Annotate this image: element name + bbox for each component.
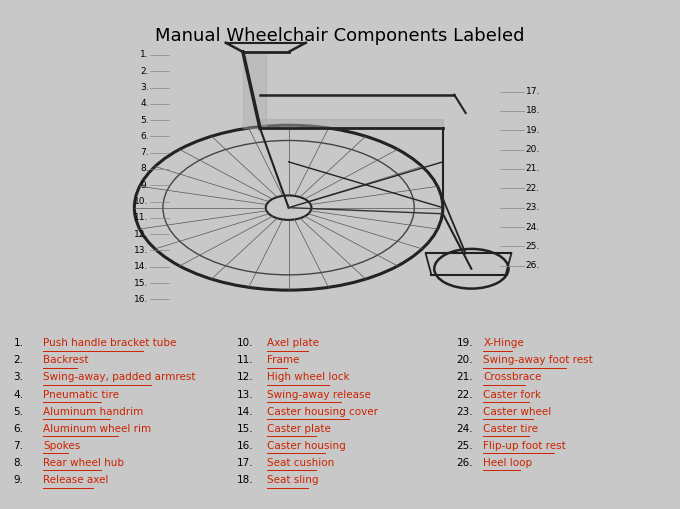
Text: Caster fork: Caster fork — [483, 389, 541, 400]
Text: 7.: 7. — [140, 148, 149, 157]
Text: Aluminum handrim: Aluminum handrim — [44, 407, 143, 417]
Text: 26.: 26. — [457, 458, 473, 468]
Text: 10.: 10. — [134, 197, 149, 206]
Text: Caster tire: Caster tire — [483, 423, 539, 434]
Text: 7.: 7. — [14, 441, 24, 451]
Text: 11.: 11. — [237, 355, 254, 365]
Text: 3.: 3. — [140, 83, 149, 92]
Text: 6.: 6. — [14, 423, 24, 434]
Text: X-Hinge: X-Hinge — [483, 338, 524, 348]
Text: 25.: 25. — [457, 441, 473, 451]
Text: 2.: 2. — [140, 67, 149, 76]
Text: 24.: 24. — [526, 222, 540, 232]
Text: Swing-away foot rest: Swing-away foot rest — [483, 355, 593, 365]
Text: 12.: 12. — [135, 230, 149, 239]
Text: 17.: 17. — [526, 87, 540, 96]
Text: Frame: Frame — [267, 355, 299, 365]
Text: Seat cushion: Seat cushion — [267, 458, 334, 468]
Text: Caster plate: Caster plate — [267, 423, 330, 434]
Text: 8.: 8. — [14, 458, 24, 468]
Text: Caster housing: Caster housing — [267, 441, 345, 451]
Text: Push handle bracket tube: Push handle bracket tube — [44, 338, 177, 348]
Text: High wheel lock: High wheel lock — [267, 373, 350, 382]
Text: 20.: 20. — [526, 145, 540, 154]
Text: 13.: 13. — [237, 389, 254, 400]
Text: 18.: 18. — [526, 106, 540, 116]
Text: 18.: 18. — [237, 475, 254, 485]
Text: Rear wheel hub: Rear wheel hub — [44, 458, 124, 468]
Text: Caster housing cover: Caster housing cover — [267, 407, 377, 417]
Text: Release axel: Release axel — [44, 475, 109, 485]
Text: 9.: 9. — [14, 475, 24, 485]
Text: 5.: 5. — [14, 407, 24, 417]
Text: 9.: 9. — [140, 181, 149, 190]
Text: Axel plate: Axel plate — [267, 338, 319, 348]
Text: 16.: 16. — [134, 295, 149, 304]
Text: Flip-up foot rest: Flip-up foot rest — [483, 441, 566, 451]
Text: 3.: 3. — [14, 373, 24, 382]
Text: 23.: 23. — [526, 203, 540, 212]
Text: 20.: 20. — [457, 355, 473, 365]
Text: 2.: 2. — [14, 355, 24, 365]
Text: 22.: 22. — [457, 389, 473, 400]
Text: 17.: 17. — [237, 458, 254, 468]
Text: 21.: 21. — [526, 164, 540, 174]
Text: 24.: 24. — [457, 423, 473, 434]
Text: 1.: 1. — [140, 50, 149, 60]
Text: 4.: 4. — [140, 99, 149, 108]
Text: 14.: 14. — [237, 407, 254, 417]
Text: Aluminum wheel rim: Aluminum wheel rim — [44, 423, 152, 434]
Text: Seat sling: Seat sling — [267, 475, 318, 485]
Text: 15.: 15. — [134, 278, 149, 288]
Text: 26.: 26. — [526, 261, 540, 270]
Text: 8.: 8. — [140, 164, 149, 174]
Text: Crossbrace: Crossbrace — [483, 373, 542, 382]
Text: 14.: 14. — [135, 262, 149, 271]
Text: 1.: 1. — [14, 338, 24, 348]
Text: Heel loop: Heel loop — [483, 458, 532, 468]
Text: 5.: 5. — [140, 116, 149, 125]
Text: 11.: 11. — [134, 213, 149, 222]
Text: 15.: 15. — [237, 423, 254, 434]
Text: 16.: 16. — [237, 441, 254, 451]
Text: 25.: 25. — [526, 242, 540, 251]
Text: Caster wheel: Caster wheel — [483, 407, 551, 417]
Text: 21.: 21. — [457, 373, 473, 382]
Text: Pneumatic tire: Pneumatic tire — [44, 389, 120, 400]
Text: 19.: 19. — [526, 126, 540, 135]
Text: Spokes: Spokes — [44, 441, 81, 451]
Text: 10.: 10. — [237, 338, 253, 348]
Text: 12.: 12. — [237, 373, 254, 382]
Text: 4.: 4. — [14, 389, 24, 400]
Text: Swing-away, padded armrest: Swing-away, padded armrest — [44, 373, 196, 382]
Text: Backrest: Backrest — [44, 355, 89, 365]
Text: 19.: 19. — [457, 338, 473, 348]
Text: 6.: 6. — [140, 132, 149, 141]
Text: 22.: 22. — [526, 184, 540, 193]
Text: 23.: 23. — [457, 407, 473, 417]
Text: Manual Wheelchair Components Labeled: Manual Wheelchair Components Labeled — [155, 27, 525, 45]
Text: Swing-away release: Swing-away release — [267, 389, 371, 400]
Text: 13.: 13. — [134, 246, 149, 255]
